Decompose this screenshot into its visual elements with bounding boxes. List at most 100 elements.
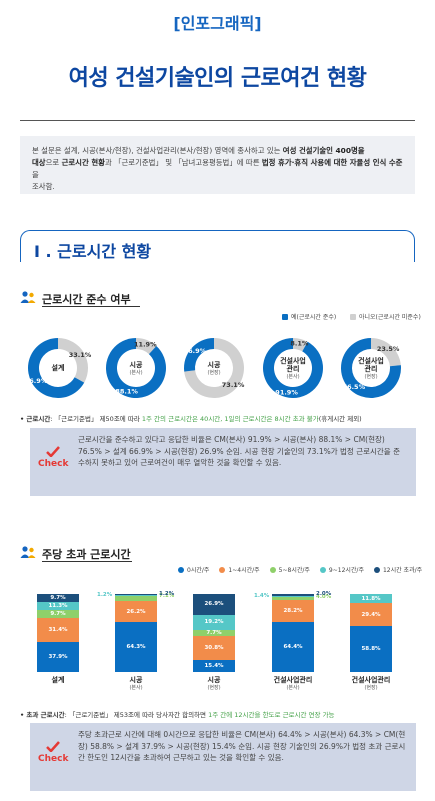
bar-segment: 11.3% <box>37 601 79 611</box>
bar-category-label: 건설사업관리 (본사) <box>253 676 333 691</box>
donut-4-yes-slice <box>341 338 401 398</box>
intro-bold-2: 대상 <box>32 157 46 167</box>
compliance-check-box: 근로시간을 준수하고 있다고 응답한 비율은 CM(본사) 91.9% > 시공… <box>30 428 416 496</box>
donut-1-center-label: 시공 <box>130 361 143 369</box>
legend-yes-swatch <box>282 313 288 320</box>
checkmark-icon <box>46 446 61 458</box>
compliance-note-label: 근로시간 <box>26 415 51 423</box>
overtime-check-text: 주당 초과근로 시간에 대해 0시간으로 응답한 비율은 CM(본사) 64.4… <box>78 730 406 763</box>
compliance-note-bullet: • <box>20 415 27 423</box>
overtime-legend-swatch <box>319 566 326 573</box>
legend-yes-label: 예(근로시간 준수) <box>291 314 337 321</box>
donut-2-no-slice <box>184 338 244 398</box>
donut-1-no-label: 11.9% <box>134 340 157 348</box>
donut-1-center-sub: (본사) <box>129 369 142 376</box>
overtime-legend-label: 0시간/주 <box>187 567 210 574</box>
donut-charts: 66.9%33.1%설계88.1%11.9%시공(본사)26.9%73.1%시공… <box>25 338 401 398</box>
compliance-check-label: Check <box>38 459 69 469</box>
bar-segment: 64.4% <box>272 621 314 672</box>
compliance-underline <box>42 306 140 307</box>
title-divider <box>20 120 415 121</box>
donut-0-yes-label: 66.9% <box>25 377 48 385</box>
bar-category-main: 시공 <box>129 676 143 684</box>
bar-segment <box>272 594 314 596</box>
intro-text-1: 본 설문은 설계, 시공(본사/현장), 건설사업관리(본사/현장) 영역에 종… <box>32 146 283 155</box>
legend-no-swatch <box>350 313 356 320</box>
donut-1-yes-slice <box>106 338 167 398</box>
overtime-note: • 초과 근로시간: 「근로기준법」 제53조에 따라 당사자간 합의하면 1주… <box>20 709 420 719</box>
overtime-legend-swatch <box>269 566 276 573</box>
donut-4-center-sub: (현장) <box>364 373 377 380</box>
bar-segment: 15.4% <box>193 659 235 672</box>
bar-segment: 26.9% <box>193 594 235 615</box>
people-icon <box>20 291 36 303</box>
overtime-check-label: Check <box>38 754 69 764</box>
overtime-bar-chart: 37.9% 31.4% 9.7% 11.3% 9.7% 설계 64.3% 26.2% 7.1% 1… <box>0 580 435 700</box>
overtime-legend: 0시간/주 1~4시간/주 5~8시간/주 9~12시간/주 12시간 초과/주 <box>178 565 422 574</box>
overtime-underline <box>42 561 132 562</box>
bar-segment <box>272 595 314 597</box>
legend-yes: 예(근로시간 준수) <box>282 312 336 321</box>
bar-outside-label: 1.2% <box>159 591 175 597</box>
people-icon-2 <box>20 546 36 558</box>
donut-4-center-label: 건설사업 <box>358 356 384 365</box>
bar-segment: 30.8% <box>193 635 235 660</box>
compliance-note: • 근로시간: 「근로기준법」 제50조에 따라 1주 간의 근로시간은 40시… <box>20 413 420 423</box>
legend-no: 아니오(근로시간 미준수) <box>350 312 421 321</box>
overtime-check-box: 주당 초과근로 시간에 대해 0시간으로 응답한 비율은 CM(본사) 64.4… <box>30 723 416 791</box>
bar-category-sub: (현장) <box>207 684 221 691</box>
overtime-legend-swatch <box>178 566 184 573</box>
donut-4-center-label: 관리 <box>365 364 378 373</box>
compliance-title: 근로시간 준수 여부 <box>42 293 131 306</box>
bar-outside-label: 2.0% <box>316 591 332 597</box>
bar-segment: 9.7% <box>37 610 79 618</box>
bar-segment: 31.4% <box>37 617 79 643</box>
donut-0-center-label: 설계 <box>52 363 65 372</box>
compliance-check-text: 근로시간을 준수하고 있다고 응답한 비율은 CM(본사) 91.9% > 시공… <box>78 435 400 468</box>
intro-bold-3: 근로시간 현황 <box>61 157 105 167</box>
bar-category-label: 건설사업관리 (현장) <box>331 676 411 691</box>
donut-1-no-slice <box>136 338 157 355</box>
bar-segment <box>115 594 157 596</box>
donut-0-yes-slice <box>28 338 85 398</box>
overtime-note-text: : 「근로기준법」 제53조에 따라 당사자간 합의하면 <box>64 711 209 719</box>
overtime-legend-item: 1~4시간/주 <box>219 565 260 574</box>
bar-segment <box>115 595 157 602</box>
bar-category-sub: (본사) <box>129 684 143 691</box>
bar-category-main: 건설사업관리 <box>273 676 313 684</box>
overtime-legend-item: 5~8시간/주 <box>269 565 310 574</box>
bar-category-main: 설계 <box>51 676 65 684</box>
intro-text-3: 과 「근로기준법」 및 「남녀고용평등법」에 따른 <box>104 157 262 167</box>
donut-3-center-label: 건설사업 <box>280 356 306 365</box>
section-title: I . 근로시간 현황 <box>34 242 152 261</box>
bar-outside-label: 4.0% <box>316 593 332 600</box>
bar-category-label: 시공 (현장) <box>174 676 254 691</box>
bar-segment: 7.7% <box>193 629 235 636</box>
donut-2-yes-slice <box>184 338 214 372</box>
intro-bold-4: 법정 휴가·휴직 사용에 대한 자율성 인식 수준 <box>261 157 403 167</box>
checkmark-icon-2 <box>46 741 61 753</box>
intro-box: 본 설문은 설계, 시공(본사/현장), 건설사업관리(본사/현장) 영역에 종… <box>20 136 415 194</box>
overtime-legend-item: 9~12시간/주 <box>319 565 364 574</box>
bar-category-sub: (본사) <box>286 684 300 691</box>
donut-3-yes-slice <box>263 338 323 398</box>
intro-text-4: 을 <box>32 169 39 179</box>
bar-outside-label: 1.4% <box>254 592 270 599</box>
compliance-check-badge: Check <box>38 446 68 469</box>
compliance-note-tail: (휴게시간 제외) <box>318 415 362 423</box>
donut-2-center-sub: (현장) <box>207 369 220 376</box>
intro-bold-1: 여성 건설기술인 400명을 <box>282 146 365 155</box>
intro-text-2: 으로 <box>45 157 62 167</box>
donut-3-no-label: 8.1% <box>290 339 309 347</box>
legend-no-label: 아니오(근로시간 미준수) <box>359 314 421 321</box>
bar-outside-label: 7.1% <box>159 592 175 599</box>
donut-2-no-label: 73.1% <box>222 381 245 389</box>
overtime-legend-label: 9~12시간/주 <box>328 567 364 574</box>
overtime-legend-label: 5~8시간/주 <box>278 567 310 574</box>
overtime-legend-swatch <box>219 566 226 573</box>
donut-0-no-slice <box>58 338 88 383</box>
bar-segment: 11.8% <box>350 594 392 604</box>
overtime-legend-label: 1~4시간/주 <box>228 567 260 574</box>
bar-segment <box>272 596 314 600</box>
bar-outside-label: 1.2% <box>97 591 113 598</box>
